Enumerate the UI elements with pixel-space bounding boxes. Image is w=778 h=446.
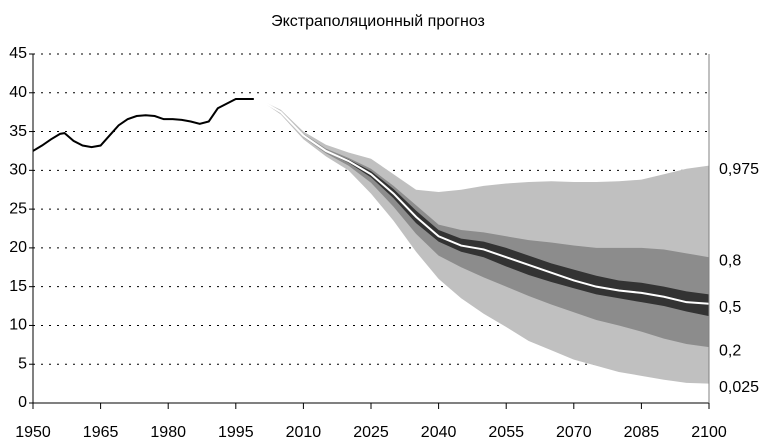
y-tick-label: 35 — [9, 123, 27, 140]
quantile-label: 0,5 — [719, 299, 741, 316]
y-tick-label: 5 — [18, 355, 27, 372]
y-tick-label: 45 — [9, 45, 27, 62]
x-tick-label: 2070 — [556, 424, 592, 441]
x-tick-label: 1995 — [218, 424, 254, 441]
median-line — [257, 98, 710, 305]
y-tick-label: 20 — [9, 239, 27, 256]
y-tick-label: 25 — [9, 200, 27, 217]
fan-band — [258, 98, 709, 317]
quantile-label: 0,8 — [719, 252, 741, 269]
history-line — [32, 97, 254, 152]
y-tick-label: 15 — [9, 278, 27, 295]
y-tick-label: 0 — [18, 394, 27, 411]
y-tick-label: 10 — [9, 317, 27, 334]
x-tick-label: 2010 — [286, 424, 322, 441]
x-tick-label: 1980 — [150, 424, 186, 441]
x-tick-label: 1950 — [15, 424, 51, 441]
y-tick-label: 30 — [9, 162, 27, 179]
x-tick-label: 2040 — [421, 424, 457, 441]
x-tick-label: 1965 — [83, 424, 119, 441]
x-tick-label: 2055 — [488, 424, 524, 441]
chart-title: Экстраполяционный прогноз — [271, 13, 485, 30]
quantile-label: 0,025 — [719, 379, 759, 396]
quantile-label: 0,2 — [719, 342, 741, 359]
y-tick-label: 40 — [9, 84, 27, 101]
x-tick-label: 2100 — [691, 424, 727, 441]
x-tick-label: 2085 — [624, 424, 660, 441]
x-tick-label: 2025 — [353, 424, 389, 441]
quantile-label: 0,975 — [719, 161, 759, 178]
